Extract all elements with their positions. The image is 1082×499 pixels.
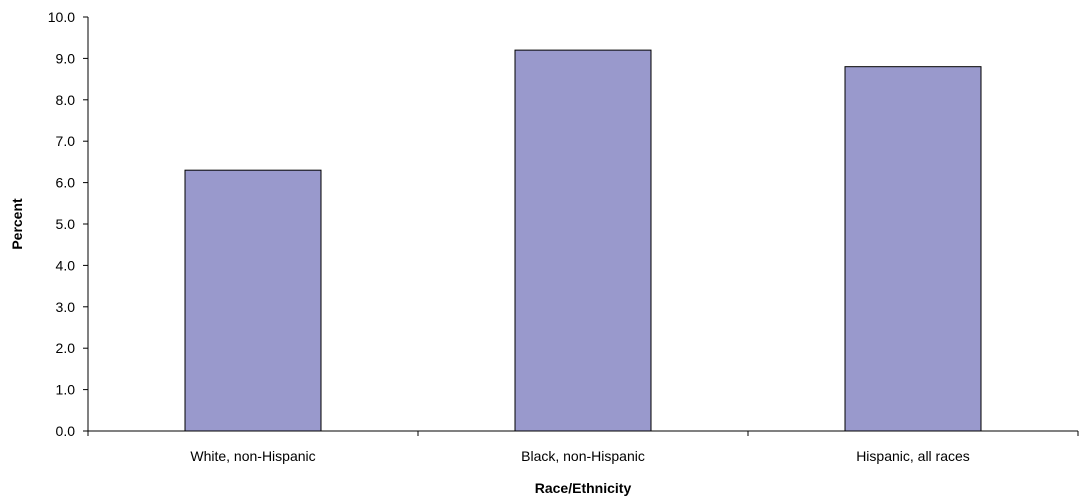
y-tick-label: 9.0: [56, 50, 76, 66]
y-tick-label: 3.0: [56, 299, 76, 315]
x-ticks: White, non-Hispanic Black, non-Hispanic Hi…: [87, 431, 1079, 464]
y-tick-label: 10.0: [48, 9, 75, 25]
bar: [184, 169, 322, 432]
y-tick-label: 2.0: [56, 340, 76, 356]
x-tick-label: Hispanic, all races: [856, 448, 970, 464]
y-tick-label: 7.0: [56, 133, 76, 149]
x-tick-label: White, non-Hispanic: [190, 448, 315, 464]
y-ticks: 0.0 1.0 2.0 3.0 4.0 5.0 6.0 7.0 8.0 9.0 10.0: [48, 9, 88, 439]
y-tick-label: 0.0: [56, 423, 76, 439]
y-tick-label: 6.0: [56, 175, 76, 191]
bar: [514, 49, 652, 432]
bar: [844, 66, 982, 432]
y-tick-label: 5.0: [56, 216, 76, 232]
y-axis-title: Percent: [9, 198, 25, 250]
y-tick-label: 8.0: [56, 92, 76, 108]
x-tick-label: Black, non-Hispanic: [521, 448, 645, 464]
x-axis-title: Race/Ethnicity: [535, 480, 632, 496]
y-tick-label: 1.0: [56, 382, 76, 398]
y-tick-label: 4.0: [56, 257, 76, 273]
bars-layer: [184, 49, 982, 432]
